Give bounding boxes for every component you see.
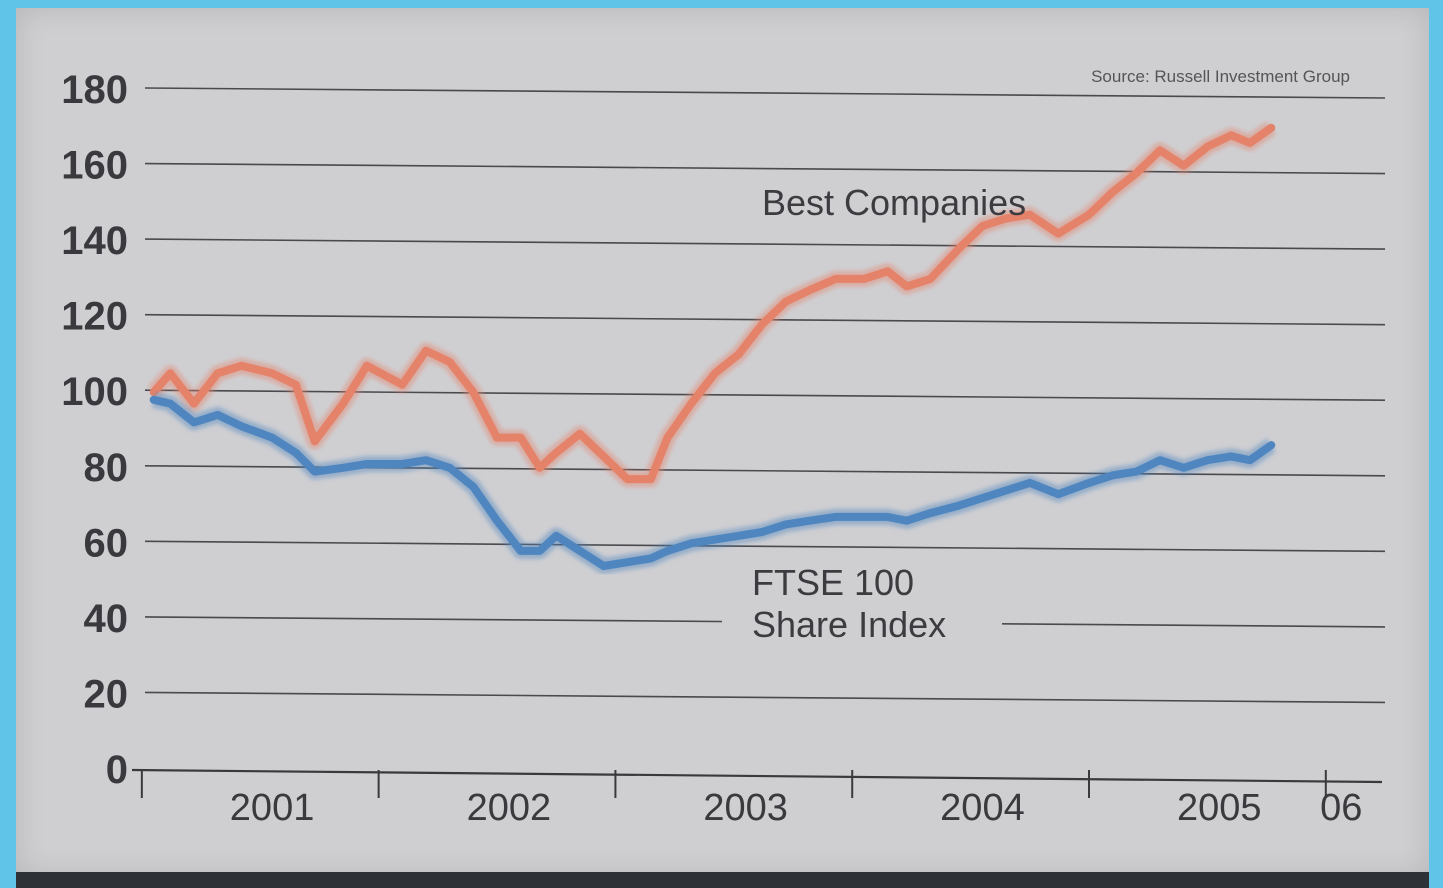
gridline-160 [144,162,1386,175]
x-tick-label-2002: 2002 [467,787,552,829]
x-tick-label-06: 06 [1320,787,1362,829]
series-label-best-companies-0: Best Companies [762,182,1026,223]
gridline-140 [144,238,1386,250]
x-tick-label-2004: 2004 [940,787,1025,829]
series-line-ftse-100-share-index [149,395,1276,570]
y-tick-label-40: 40 [84,597,129,641]
series-line-best-companies [149,123,1276,484]
gridline-20 [144,691,1386,704]
x-tick-label-2001: 2001 [230,787,315,829]
gridline-100 [144,389,1386,402]
series-lines [147,121,1276,574]
x-tick-label-2005: 2005 [1177,787,1262,829]
gridline-180 [144,87,1386,99]
y-axis-tick-labels: 0 20 40 60 80 100 120 140 160 180 [61,68,128,792]
y-tick-label-120: 120 [61,295,128,339]
label-background [722,605,1002,645]
y-tick-label-180: 180 [61,68,128,112]
series-label-ftse-100-share-index-1: Share Index [752,604,946,645]
x-axis-line [131,768,1383,784]
series-label-ftse-100-share-index-0: FTSE 100 [752,562,914,603]
source-note: Source: Russell Investment Group [1091,67,1350,86]
series-ftse-100-share-index [149,392,1276,574]
y-tick-label-160: 160 [61,144,128,188]
gridline-60 [144,540,1386,553]
bottom-edge-band [16,872,1429,888]
y-tick-label-20: 20 [84,672,129,716]
x-axis-tick-labels: 2001 2002 2003 2004 2005 06 [230,787,1363,829]
series-best-companies [147,121,1276,488]
y-tick-label-80: 80 [84,446,129,490]
x-axis [131,768,1383,798]
y-tick-label-140: 140 [61,219,128,263]
y-tick-label-60: 60 [84,521,129,565]
x-tick-label-2003: 2003 [703,787,788,829]
y-tick-label-0: 0 [106,748,128,792]
y-tick-label-100: 100 [61,370,128,414]
